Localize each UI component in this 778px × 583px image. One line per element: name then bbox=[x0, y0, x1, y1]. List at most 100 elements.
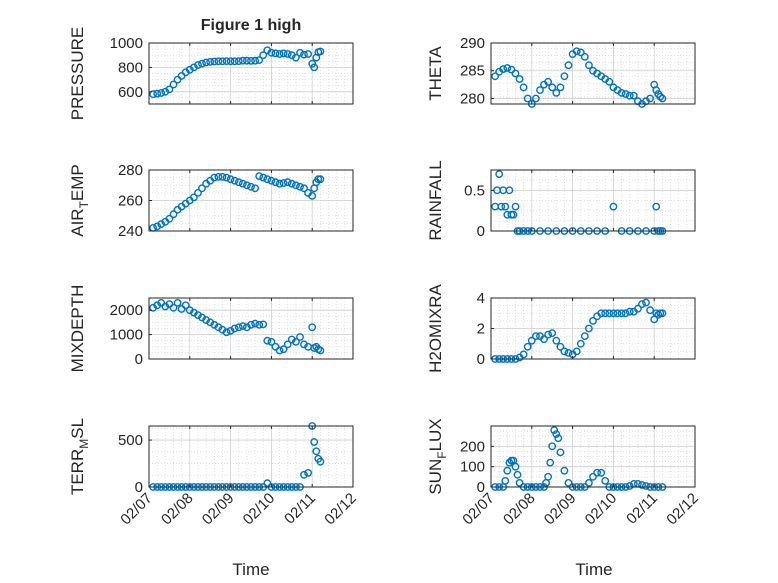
data-point bbox=[585, 478, 593, 487]
data-point bbox=[527, 336, 536, 345]
data-point bbox=[198, 59, 206, 68]
data-point bbox=[218, 57, 227, 66]
axes-box bbox=[148, 425, 354, 488]
y-tick-label: 0 bbox=[477, 223, 485, 240]
data-point bbox=[523, 342, 532, 351]
data-point bbox=[597, 468, 606, 477]
data-point bbox=[509, 210, 518, 219]
y-tick-label: 0 bbox=[135, 351, 143, 368]
data-point bbox=[279, 179, 288, 187]
data-point bbox=[202, 58, 211, 67]
data-point bbox=[287, 179, 296, 188]
data-point bbox=[316, 457, 325, 466]
x-tick-label: 02/12 bbox=[321, 490, 360, 529]
data-point bbox=[513, 470, 522, 479]
data-point bbox=[580, 332, 589, 340]
y-tick-label: 100 bbox=[460, 459, 485, 476]
y-tick-label: 800 bbox=[118, 59, 143, 76]
data-point bbox=[507, 65, 516, 74]
data-point bbox=[308, 323, 317, 332]
data-point bbox=[271, 178, 280, 187]
data-point bbox=[296, 182, 304, 191]
x-tick-label: 02/08 bbox=[500, 490, 539, 529]
data-point bbox=[263, 336, 272, 345]
data-point bbox=[554, 434, 563, 443]
data-point bbox=[169, 80, 178, 89]
data-point bbox=[499, 65, 508, 74]
y-tick-label: 0 bbox=[477, 479, 485, 496]
data-point bbox=[291, 53, 300, 62]
data-point bbox=[625, 482, 634, 490]
data-point bbox=[560, 347, 569, 356]
data-point bbox=[652, 202, 661, 211]
data-point bbox=[572, 47, 581, 56]
y-axis-label: RAINFALL bbox=[426, 160, 445, 240]
y-tick-label: 1000 bbox=[110, 327, 143, 344]
data-point bbox=[275, 179, 284, 188]
data-point bbox=[585, 61, 593, 70]
data-point bbox=[263, 479, 272, 488]
data-point bbox=[519, 350, 528, 359]
data-point bbox=[169, 210, 178, 219]
subplot-2: 280 285 290 THETA bbox=[426, 35, 696, 108]
data-point bbox=[625, 307, 634, 316]
data-point bbox=[501, 202, 510, 211]
data-point bbox=[312, 447, 321, 456]
y-tick-label: 290 bbox=[460, 35, 485, 52]
data-point bbox=[654, 310, 663, 319]
data-point bbox=[300, 50, 308, 59]
data-point bbox=[589, 316, 597, 325]
data-point bbox=[251, 319, 260, 328]
data-point bbox=[271, 49, 280, 58]
data-point bbox=[550, 426, 559, 434]
data-point bbox=[226, 57, 235, 66]
data-point bbox=[238, 179, 247, 188]
data-point bbox=[194, 188, 202, 197]
data-point bbox=[505, 186, 514, 195]
plot-area bbox=[149, 426, 353, 487]
data-point bbox=[597, 309, 606, 318]
data-point bbox=[198, 184, 206, 193]
x-axis-label-right: Time bbox=[575, 560, 612, 579]
data-point bbox=[291, 337, 300, 346]
data-point bbox=[656, 92, 665, 101]
y-tick-label: 260 bbox=[118, 193, 143, 210]
data-point bbox=[214, 57, 223, 66]
data-point bbox=[495, 170, 504, 179]
data-point bbox=[601, 476, 610, 485]
data-point bbox=[153, 222, 162, 231]
y-tick-label: 280 bbox=[460, 90, 485, 107]
y-axis-label: PRESSURE bbox=[68, 27, 87, 121]
data-point bbox=[218, 172, 227, 181]
data-point bbox=[601, 309, 610, 318]
axes-box bbox=[490, 42, 696, 105]
y-tick-label: 2000 bbox=[110, 302, 143, 319]
data-point bbox=[552, 430, 561, 438]
data-point bbox=[546, 458, 555, 467]
data-point bbox=[609, 309, 618, 318]
data-point bbox=[625, 91, 634, 100]
data-point bbox=[548, 442, 557, 451]
data-point bbox=[544, 77, 552, 86]
y-tick-label: 200 bbox=[460, 438, 485, 455]
data-point bbox=[267, 176, 276, 185]
data-point bbox=[576, 48, 585, 57]
x-tick-label: 02/11 bbox=[281, 490, 319, 528]
data-point bbox=[275, 346, 284, 355]
data-point bbox=[157, 89, 166, 97]
data-point bbox=[189, 193, 198, 202]
axes-box bbox=[490, 169, 696, 232]
data-point bbox=[165, 214, 174, 223]
data-point bbox=[646, 94, 654, 103]
data-point bbox=[544, 472, 552, 481]
data-point bbox=[214, 323, 223, 332]
data-point bbox=[242, 181, 251, 190]
data-point bbox=[279, 345, 288, 354]
data-point bbox=[173, 298, 182, 307]
data-point bbox=[222, 57, 231, 65]
subplot-3: 240 260 280 AIRTEMP bbox=[68, 162, 354, 240]
data-point bbox=[283, 178, 292, 187]
x-tick-label: 02/10 bbox=[240, 490, 279, 529]
data-point bbox=[560, 72, 569, 81]
data-point bbox=[169, 303, 178, 312]
